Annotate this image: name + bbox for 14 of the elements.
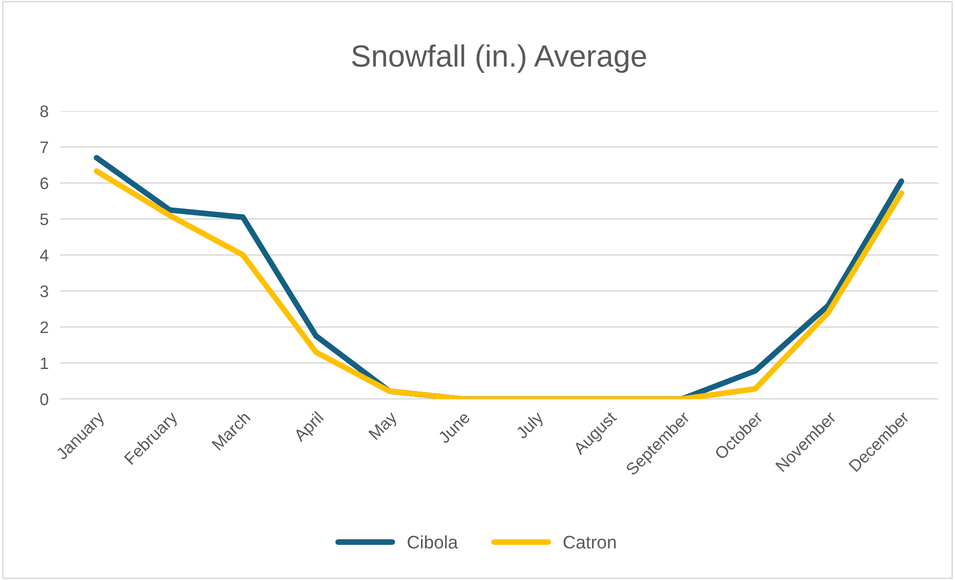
y-tick-label: 7 (40, 142, 48, 154)
x-tick-label: May (368, 410, 400, 442)
legend-label: Cibola (408, 535, 458, 549)
y-tick-label: 5 (40, 214, 48, 226)
x-tick-label: July (514, 410, 547, 442)
y-tick-label: 6 (40, 177, 48, 190)
y-tick-label: 2 (40, 321, 48, 334)
legend-label: Catron (564, 536, 616, 549)
y-tick-label: 3 (40, 285, 48, 298)
y-tick-label: 1 (40, 358, 48, 370)
chart-title: Snowfall (in.) Average (352, 44, 646, 73)
y-tick-label: 8 (40, 105, 48, 118)
y-tick-label: 4 (40, 250, 48, 262)
y-tick-label: 0 (40, 393, 48, 406)
